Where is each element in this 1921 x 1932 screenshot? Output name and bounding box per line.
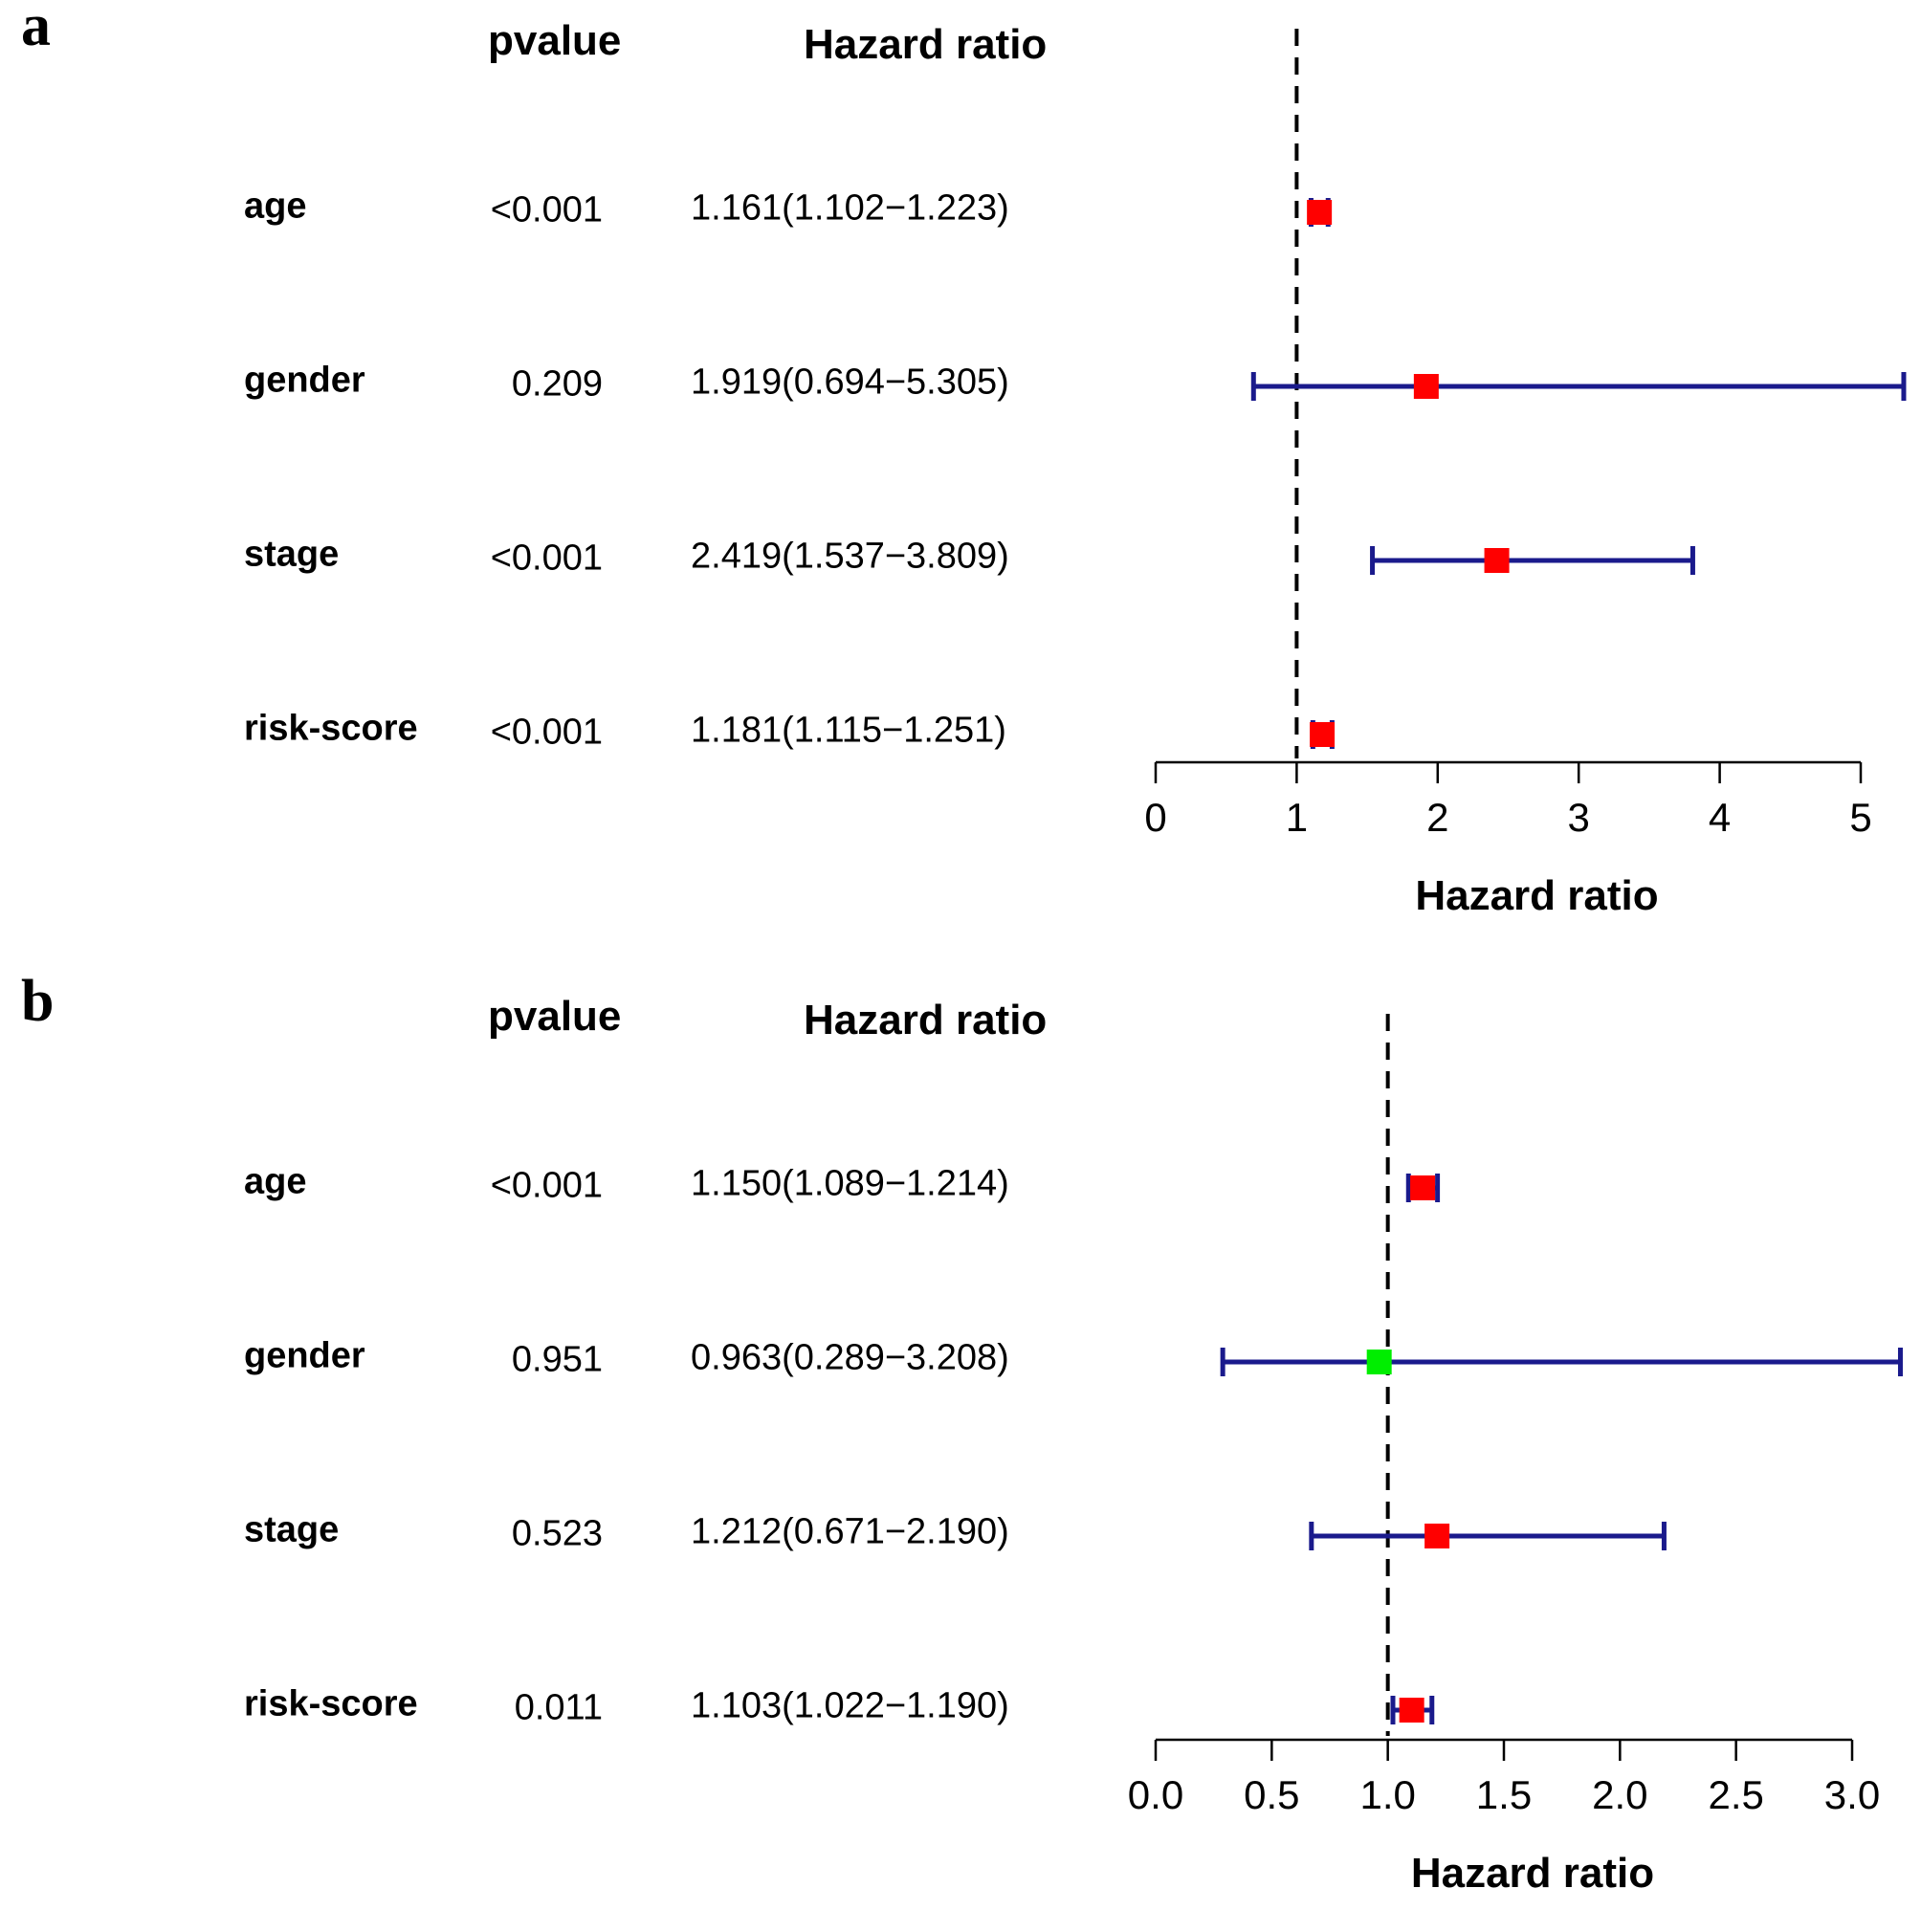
row-label: gender xyxy=(244,360,365,401)
row-pvalue: 0.209 xyxy=(511,363,603,405)
row-hazard-ratio: 1.212(0.671−2.190) xyxy=(691,1511,1009,1552)
hazard-ratio-point xyxy=(1366,1350,1392,1374)
row-pvalue: 0.951 xyxy=(511,1339,603,1380)
row-label: gender xyxy=(244,1335,365,1376)
x-axis-title: Hazard ratio xyxy=(1411,1850,1654,1897)
hazard-ratio-point xyxy=(1310,722,1336,747)
x-tick-label: 1.5 xyxy=(1476,1772,1532,1817)
row-pvalue: 0.523 xyxy=(511,1513,603,1554)
row-hazard-ratio: 1.919(0.694−5.305) xyxy=(691,362,1009,403)
row-label: stage xyxy=(244,534,340,575)
row-pvalue: <0.001 xyxy=(490,189,603,231)
panel-label: b xyxy=(21,969,55,1034)
forest-plot-a: 0 1 2 3 4 5 Hazard ratio xyxy=(1144,29,1907,919)
x-tick-label: 0.0 xyxy=(1128,1772,1183,1817)
x-tick-label: 2.0 xyxy=(1592,1772,1647,1817)
x-tick-label: 2 xyxy=(1426,795,1448,840)
x-axis-title: Hazard ratio xyxy=(1415,872,1658,919)
x-tick-label: 1 xyxy=(1286,795,1308,840)
row-hazard-ratio: 1.161(1.102−1.223) xyxy=(691,187,1009,229)
row-label: age xyxy=(244,186,307,227)
row-hazard-ratio: 1.150(1.089−1.214) xyxy=(691,1163,1009,1204)
row-label: age xyxy=(244,1161,307,1202)
hazard-ratio-point xyxy=(1410,1175,1436,1200)
x-tick-label: 3 xyxy=(1568,795,1590,840)
row-pvalue: <0.001 xyxy=(490,1165,603,1206)
forest-panel-b: b pvalue Hazard ratio age <0.001 1.150(1… xyxy=(0,969,1921,1932)
x-tick-label: 5 xyxy=(1849,795,1871,840)
row-hazard-ratio: 0.963(0.289−3.208) xyxy=(691,1337,1009,1378)
row-label: stage xyxy=(244,1509,340,1550)
row-pvalue: <0.001 xyxy=(490,712,603,753)
row-pvalue: 0.011 xyxy=(514,1687,603,1728)
hazard-ratio-point xyxy=(1484,548,1510,573)
hazard-ratio-header: Hazard ratio xyxy=(804,21,1048,68)
forest-panel-a: a pvalue Hazard ratio age <0.001 1.161(1… xyxy=(0,0,1921,956)
row-hazard-ratio: 2.419(1.537−3.809) xyxy=(691,536,1009,577)
row-label: risk-score xyxy=(244,1683,418,1724)
x-tick-label: 0 xyxy=(1144,795,1166,840)
hazard-ratio-point xyxy=(1413,374,1439,399)
pvalue-header: pvalue xyxy=(488,17,622,64)
x-tick-label: 4 xyxy=(1709,795,1731,840)
forest-plot-b: 0.0 0.5 1.0 1.5 2.0 2.5 3.0 Hazard ratio xyxy=(1128,1014,1903,1897)
row-hazard-ratio: 1.181(1.115−1.251) xyxy=(691,710,1006,751)
x-tick-label: 1.0 xyxy=(1359,1772,1415,1817)
x-tick-label: 3.0 xyxy=(1824,1772,1880,1817)
panel-label: a xyxy=(21,0,51,58)
x-tick-label: 2.5 xyxy=(1708,1772,1763,1817)
pvalue-header: pvalue xyxy=(488,993,622,1040)
row-pvalue: <0.001 xyxy=(490,538,603,579)
row-label: risk-score xyxy=(244,708,418,749)
hazard-ratio-point xyxy=(1399,1698,1424,1723)
x-tick-label: 0.5 xyxy=(1244,1772,1299,1817)
hazard-ratio-header: Hazard ratio xyxy=(804,997,1048,1043)
hazard-ratio-point xyxy=(1424,1524,1450,1548)
hazard-ratio-point xyxy=(1307,200,1333,225)
row-hazard-ratio: 1.103(1.022−1.190) xyxy=(691,1685,1009,1726)
